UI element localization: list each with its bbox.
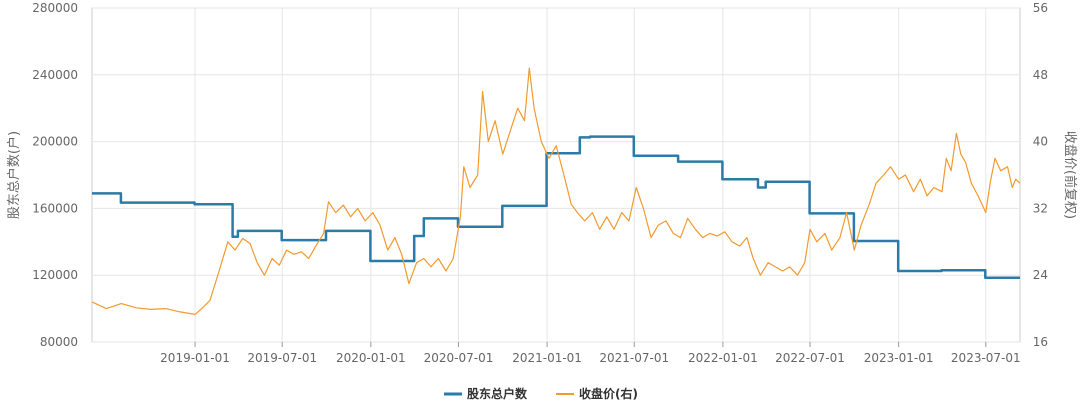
series-line-price [91,67,1021,315]
x-tick-label: 2021-07-01 [599,351,669,365]
y-left-tick-label: 240000 [32,68,78,82]
y-right-axis-title: 收盘价(前复权) [1062,131,1078,219]
plot-frame [91,7,1021,343]
y-right-tick-label: 48 [1033,68,1048,82]
x-tick-label: 2022-01-01 [688,351,758,365]
x-tick-label: 2019-01-01 [160,351,230,365]
grid-layer [91,7,1021,343]
y-right-tick-label: 32 [1033,201,1048,215]
x-tick-label: 2023-07-01 [951,351,1021,365]
y-right-tick-label: 16 [1033,335,1048,349]
y-right-tick-label: 40 [1033,135,1048,149]
axis-layer: 80000 120000 160000 200000 240000 280000 16 24 3… [32,1,1048,365]
legend-item-holders[interactable]: 股东总户数 [444,386,528,401]
x-tick-label: 2020-07-01 [424,351,494,365]
x-tick-label: 2020-01-01 [336,351,406,365]
y-left-axis-title: 股东总户数(户) [6,131,22,219]
y-left-tick-label: 200000 [32,135,78,149]
x-tick-label: 2023-01-01 [864,351,934,365]
legend-label-holders: 股东总户数 [467,386,528,401]
x-tick-label: 2022-07-01 [775,351,845,365]
y-right-tick-label: 56 [1033,1,1048,15]
legend: 股东总户数 收盘价(右) [444,386,638,401]
y-right-tick-label: 24 [1033,268,1048,282]
legend-label-price: 收盘价(右) [579,386,638,401]
series-line-holders [92,135,1020,279]
y-left-tick-label: 120000 [32,268,78,282]
y-left-tick-label: 80000 [40,335,78,349]
x-tick-label: 2019-07-01 [247,351,317,365]
legend-item-price[interactable]: 收盘价(右) [556,386,638,401]
y-left-tick-label: 160000 [32,201,78,215]
series-layer [91,67,1021,315]
y-left-tick-label: 280000 [32,1,78,15]
x-tick-label: 2021-01-01 [512,351,582,365]
